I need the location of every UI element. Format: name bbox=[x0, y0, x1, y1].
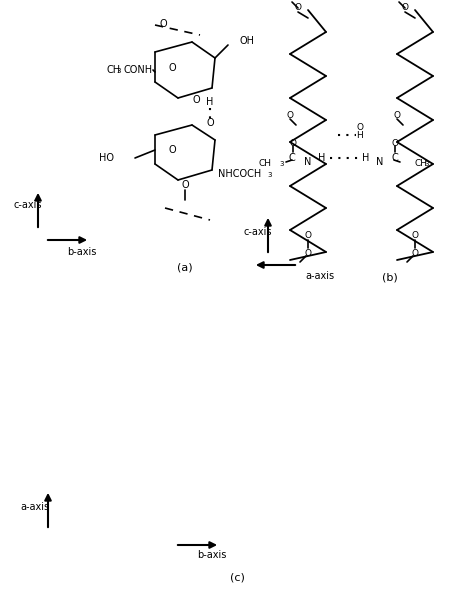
Text: O: O bbox=[168, 145, 176, 155]
Text: O: O bbox=[192, 95, 200, 105]
Text: 3: 3 bbox=[116, 68, 120, 74]
Text: O: O bbox=[206, 118, 214, 128]
Text: O: O bbox=[304, 249, 311, 258]
Text: O: O bbox=[286, 111, 293, 120]
Text: (a): (a) bbox=[177, 263, 193, 273]
Text: 3: 3 bbox=[424, 161, 428, 167]
Text: b-axis: b-axis bbox=[197, 550, 227, 560]
Text: OH: OH bbox=[240, 36, 255, 46]
Text: O: O bbox=[168, 63, 176, 73]
Text: O: O bbox=[304, 230, 311, 240]
Text: (b): (b) bbox=[382, 273, 398, 283]
Text: NHCOCH: NHCOCH bbox=[218, 169, 261, 179]
Text: O: O bbox=[356, 124, 364, 133]
Text: O: O bbox=[290, 139, 297, 147]
Text: H: H bbox=[356, 130, 364, 140]
Text: CH: CH bbox=[107, 65, 121, 75]
Text: HO: HO bbox=[99, 153, 114, 163]
Text: =: = bbox=[0, 591, 1, 592]
Text: C: C bbox=[289, 153, 295, 163]
Text: H: H bbox=[362, 153, 370, 163]
Text: a-axis: a-axis bbox=[305, 271, 335, 281]
Text: O: O bbox=[181, 180, 189, 190]
Text: c-axis: c-axis bbox=[244, 227, 272, 237]
Text: O: O bbox=[393, 111, 401, 120]
Text: O: O bbox=[159, 19, 167, 29]
Text: H: H bbox=[206, 97, 214, 107]
Text: N: N bbox=[304, 157, 312, 167]
Text: (c): (c) bbox=[229, 573, 245, 583]
Text: CONH: CONH bbox=[124, 65, 153, 75]
Text: C: C bbox=[392, 153, 398, 163]
Text: c-axis: c-axis bbox=[14, 200, 42, 210]
Text: N: N bbox=[376, 157, 383, 167]
Text: O: O bbox=[411, 249, 419, 258]
Text: b-axis: b-axis bbox=[67, 247, 97, 257]
Text: CH: CH bbox=[259, 159, 272, 168]
Text: O: O bbox=[411, 230, 419, 240]
Text: 3: 3 bbox=[279, 161, 283, 167]
Text: 3: 3 bbox=[267, 172, 272, 178]
Text: O: O bbox=[294, 4, 301, 12]
Text: O: O bbox=[392, 139, 399, 147]
Text: H: H bbox=[319, 153, 326, 163]
Text: CH: CH bbox=[415, 159, 428, 168]
Text: a-axis: a-axis bbox=[20, 502, 50, 512]
Text: O: O bbox=[401, 4, 409, 12]
